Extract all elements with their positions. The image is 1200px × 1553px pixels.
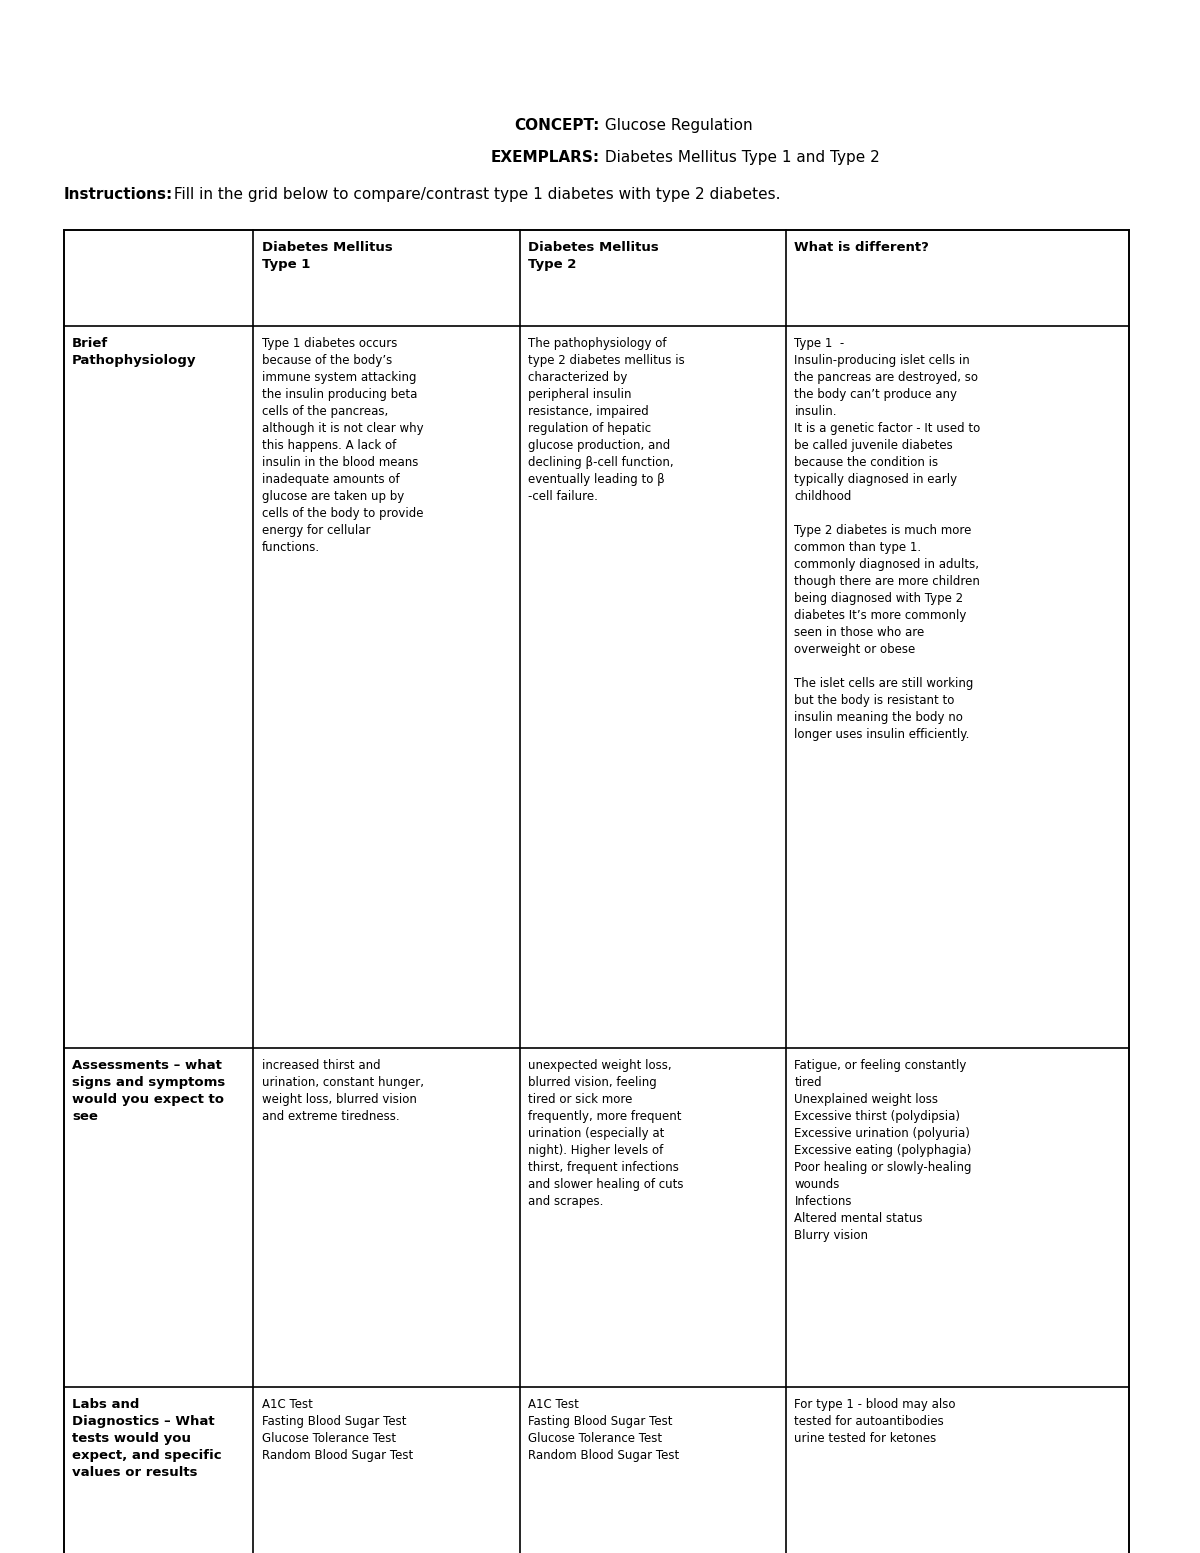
- Text: What is different?: What is different?: [794, 241, 929, 253]
- Text: Fatigue, or feeling constantly
tired
Unexplained weight loss
Excessive thirst (p: Fatigue, or feeling constantly tired Une…: [794, 1059, 972, 1242]
- Text: A1C Test
Fasting Blood Sugar Test
Glucose Tolerance Test
Random Blood Sugar Test: A1C Test Fasting Blood Sugar Test Glucos…: [262, 1398, 413, 1461]
- Text: Diabetes Mellitus Type 1 and Type 2: Diabetes Mellitus Type 1 and Type 2: [600, 151, 880, 165]
- Text: EXEMPLARS:: EXEMPLARS:: [491, 151, 600, 165]
- Text: Assessments – what
signs and symptoms
would you expect to
see: Assessments – what signs and symptoms wo…: [72, 1059, 226, 1123]
- Text: Diabetes Mellitus
Type 1: Diabetes Mellitus Type 1: [262, 241, 392, 270]
- Text: unexpected weight loss,
blurred vision, feeling
tired or sick more
frequently, m: unexpected weight loss, blurred vision, …: [528, 1059, 684, 1208]
- Text: Labs and
Diagnostics – What
tests would you
expect, and specific
values or resul: Labs and Diagnostics – What tests would …: [72, 1398, 222, 1478]
- Text: The pathophysiology of
type 2 diabetes mellitus is
characterized by
peripheral i: The pathophysiology of type 2 diabetes m…: [528, 337, 685, 503]
- Bar: [64, 230, 1129, 1553]
- Text: Instructions:: Instructions:: [64, 186, 173, 202]
- Text: Fill in the grid below to compare/contrast type 1 diabetes with type 2 diabetes.: Fill in the grid below to compare/contra…: [169, 186, 781, 202]
- Text: Type 1  -
Insulin-producing islet cells in
the pancreas are destroyed, so
the bo: Type 1 - Insulin-producing islet cells i…: [794, 337, 980, 741]
- Text: Diabetes Mellitus
Type 2: Diabetes Mellitus Type 2: [528, 241, 659, 270]
- Text: Brief
Pathophysiology: Brief Pathophysiology: [72, 337, 197, 367]
- Text: increased thirst and
urination, constant hunger,
weight loss, blurred vision
and: increased thirst and urination, constant…: [262, 1059, 424, 1123]
- Text: Glucose Regulation: Glucose Regulation: [600, 118, 752, 132]
- Text: For type 1 - blood may also
tested for autoantibodies
urine tested for ketones: For type 1 - blood may also tested for a…: [794, 1398, 956, 1444]
- Text: A1C Test
Fasting Blood Sugar Test
Glucose Tolerance Test
Random Blood Sugar Test: A1C Test Fasting Blood Sugar Test Glucos…: [528, 1398, 679, 1461]
- Text: CONCEPT:: CONCEPT:: [515, 118, 600, 132]
- Text: Type 1 diabetes occurs
because of the body’s
immune system attacking
the insulin: Type 1 diabetes occurs because of the bo…: [262, 337, 424, 554]
